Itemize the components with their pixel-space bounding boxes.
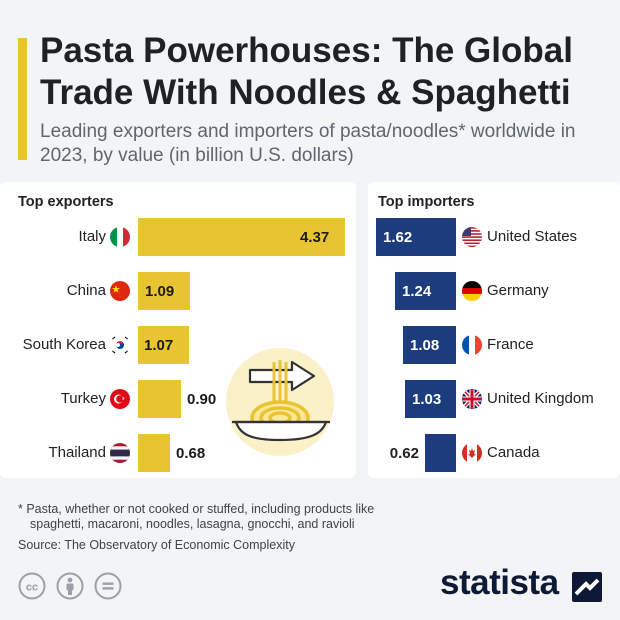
footnote-line-2: spaghetti, macaroni, noodles, lasagna, g…	[30, 517, 355, 531]
attribution-icon[interactable]	[56, 572, 84, 600]
importer-bar-united-kingdom	[405, 380, 456, 418]
exporter-label-south-korea: South Korea	[22, 336, 106, 353]
cc-icon[interactable]: cc	[18, 572, 46, 600]
importer-label-united-kingdom: United Kingdom	[487, 390, 594, 407]
exporter-label-thailand: Thailand	[48, 444, 106, 461]
exporters-title: Top exporters	[18, 194, 114, 210]
exporter-value-turkey: 0.90	[187, 391, 217, 408]
noodle-bowl-illustration	[226, 348, 334, 456]
chart-subtitle: Leading exporters and importers of pasta…	[40, 121, 576, 166]
exporter-label-turkey: Turkey	[60, 390, 106, 407]
importer-value-france: 1.08	[410, 337, 440, 354]
france-flag	[462, 335, 482, 355]
importer-value-united-kingdom: 1.03	[412, 391, 442, 408]
importer-label-canada: Canada	[487, 444, 540, 461]
south-korea-flag	[110, 335, 130, 355]
exporter-bar-south-korea	[138, 326, 189, 364]
chart-title: Pasta Powerhouses: The Global Trade With…	[40, 31, 573, 112]
statista-logo-icon[interactable]	[572, 572, 602, 602]
importer-label-united-states: United States	[487, 228, 578, 245]
importer-bar-canada	[425, 434, 456, 472]
turkey-flag	[110, 389, 130, 409]
united-kingdom-flag	[462, 389, 482, 409]
footnote: * Pasta, whether or not cooked or stuffe…	[18, 502, 448, 532]
exporter-bar-thailand	[138, 434, 170, 472]
exporter-label-italy: Italy	[78, 228, 106, 245]
exporter-value-china: 1.09	[145, 283, 175, 300]
canada-flag	[462, 443, 482, 463]
importer-label-germany: Germany	[487, 282, 549, 299]
exporter-value-south-korea: 1.07	[144, 337, 174, 354]
importers-panel: Top importers 1.62 United States 1.24 Germa…	[368, 182, 620, 478]
importer-bar-france	[403, 326, 456, 364]
united-states-flag	[462, 227, 482, 247]
exporter-bar-italy	[138, 218, 345, 256]
statista-logo-text[interactable]: statista	[440, 563, 559, 602]
exporters-panel: Top exporters Italy 4.37 China 1.09 South Ko…	[0, 182, 356, 478]
importers-title: Top importers	[378, 194, 475, 210]
no-derivatives-icon[interactable]	[94, 572, 122, 600]
exporter-bar-turkey	[138, 380, 181, 418]
importer-label-france: France	[487, 336, 534, 353]
thailand-flag	[110, 443, 130, 463]
importer-value-united-states: 1.62	[383, 229, 413, 246]
accent-bar	[18, 38, 27, 160]
exporter-value-thailand: 0.68	[176, 445, 206, 462]
importer-value-germany: 1.24	[402, 283, 432, 300]
italy-flag	[110, 227, 130, 247]
footnote-line-1: * Pasta, whether or not cooked or stuffe…	[18, 502, 375, 516]
exporter-bar-china	[138, 272, 190, 310]
svg-text:cc: cc	[26, 582, 38, 594]
germany-flag	[462, 281, 482, 301]
exporter-value-italy: 4.37	[300, 229, 330, 246]
exporter-label-china: China	[66, 282, 106, 299]
china-flag	[110, 281, 130, 301]
importer-bar-germany	[395, 272, 456, 310]
importer-bar-united-states	[376, 218, 456, 256]
importer-value-canada: 0.62	[389, 445, 419, 462]
source-text: Source: The Observatory of Economic Comp…	[18, 538, 295, 552]
